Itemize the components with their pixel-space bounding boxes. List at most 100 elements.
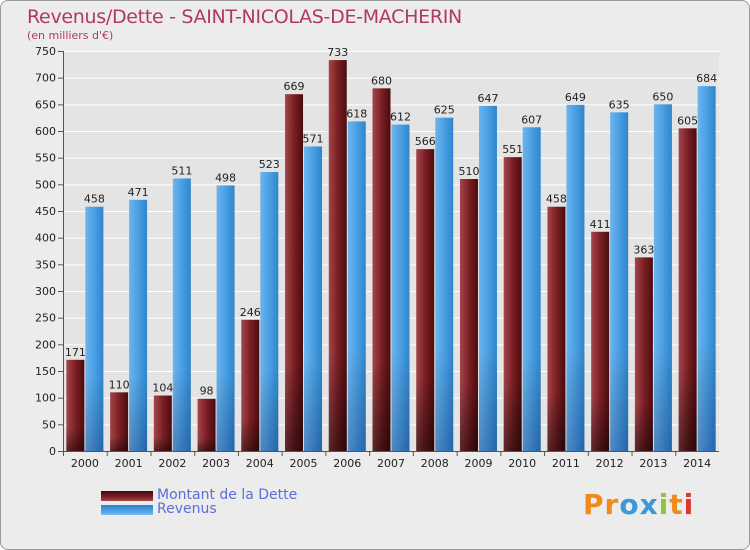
bar-revenue-shade [260,172,279,452]
data-label-revenue: 498 [215,171,236,184]
data-label-debt: 171 [65,346,86,359]
data-label-revenue: 607 [521,113,542,126]
y-tick-label: 300 [35,285,56,298]
y-tick-label: 550 [35,152,56,165]
y-tick-label: 600 [35,125,56,138]
x-tick-label: 2012 [596,457,624,470]
data-label-revenue: 647 [477,92,498,105]
data-label-revenue: 625 [434,104,455,117]
data-label-revenue: 511 [171,164,192,177]
y-tick-label: 350 [35,258,56,271]
logo-letter: i [683,488,695,521]
x-tick-label: 2011 [552,457,580,470]
y-tick-label: 200 [35,338,56,351]
legend-swatch-revenue [101,505,153,515]
bar-revenue-shade [172,178,191,451]
data-label-revenue: 471 [128,186,149,199]
legend-label-debt: Montant de la Dette [157,487,298,503]
proxiti-logo: Proxiti [583,488,694,521]
bar-debt-shade [110,392,129,451]
y-tick-label: 750 [35,45,56,58]
bar-revenue-shade [566,104,585,451]
bar-debt-shade [503,157,522,451]
bar-revenue-shade [129,199,148,451]
bar-debt-shade [197,398,216,451]
logo-letter: o [619,488,640,521]
data-label-revenue: 612 [390,111,411,124]
bar-revenue-shade [304,146,323,451]
logo-letter: i [658,488,670,521]
chart-subtitle: (en milliers d'€) [27,29,114,42]
bar-debt-shade [459,179,478,451]
x-tick-label: 2006 [333,457,361,470]
bar-debt-shade [66,359,85,451]
legend-swatch-debt [101,491,153,501]
data-label-revenue: 635 [609,98,630,111]
data-label-debt: 733 [327,46,348,59]
data-label-revenue: 523 [259,158,280,171]
x-tick-label: 2003 [202,457,230,470]
bar-debt-shade [285,94,304,451]
bar-revenue-shade [653,104,672,451]
x-tick-label: 2002 [158,457,186,470]
y-tick-label: 250 [35,312,56,325]
bar-revenue-shade [435,117,454,452]
x-tick-label: 2013 [639,457,667,470]
logo-letter: P [583,488,605,521]
y-tick-label: 500 [35,178,56,191]
data-label-revenue: 650 [652,90,673,103]
data-label-debt: 246 [240,306,261,319]
x-tick-label: 2010 [508,457,536,470]
bar-debt-shade [547,206,566,451]
x-tick-label: 2014 [683,457,711,470]
bar-revenue-shade [697,86,716,451]
bar-revenue-shade [85,206,104,451]
y-tick-label: 150 [35,365,56,378]
y-tick-label: 450 [35,205,56,218]
bar-debt-shade [634,257,653,451]
data-label-debt: 510 [458,165,479,178]
data-label-debt: 363 [633,243,654,256]
bar-debt-shade [678,128,697,451]
data-label-debt: 98 [200,385,214,398]
data-label-debt: 680 [371,74,392,87]
data-label-revenue: 684 [696,72,717,85]
x-tick-label: 2000 [71,457,99,470]
bar-debt-shade [241,319,260,451]
bar-revenue-shade [216,185,235,451]
x-tick-label: 2004 [246,457,274,470]
data-label-debt: 566 [415,135,436,148]
bar-revenue-shade [391,124,410,451]
y-tick-label: 100 [35,392,56,405]
data-label-debt: 605 [677,114,698,127]
logo-letter: x [639,488,659,521]
data-label-revenue: 458 [84,193,105,206]
bar-debt-shade [372,88,391,451]
y-tick-label: 650 [35,98,56,111]
plot-area [63,51,719,451]
data-label-debt: 411 [590,218,611,231]
data-label-revenue: 571 [303,132,324,145]
data-label-debt: 104 [152,382,173,395]
bar-debt-shade [591,231,610,451]
data-label-revenue: 618 [346,107,367,120]
legend-label-revenue: Revenus [157,501,217,517]
x-tick-label: 2007 [377,457,405,470]
logo-letter: t [669,488,684,521]
y-tick-label: 400 [35,232,56,245]
data-label-debt: 458 [546,193,567,206]
y-tick-label: 700 [35,72,56,85]
data-label-debt: 551 [502,143,523,156]
logo-letter: r [604,488,620,521]
bar-debt-shade [416,149,435,451]
x-tick-label: 2001 [115,457,143,470]
bar-revenue-shade [522,127,541,452]
x-tick-label: 2008 [421,457,449,470]
y-tick-label: 50 [42,418,56,431]
bar-revenue-shade [478,105,497,451]
y-tick-label: 0 [49,445,56,458]
bar-revenue-shade [347,121,366,452]
data-label-debt: 110 [109,378,130,391]
